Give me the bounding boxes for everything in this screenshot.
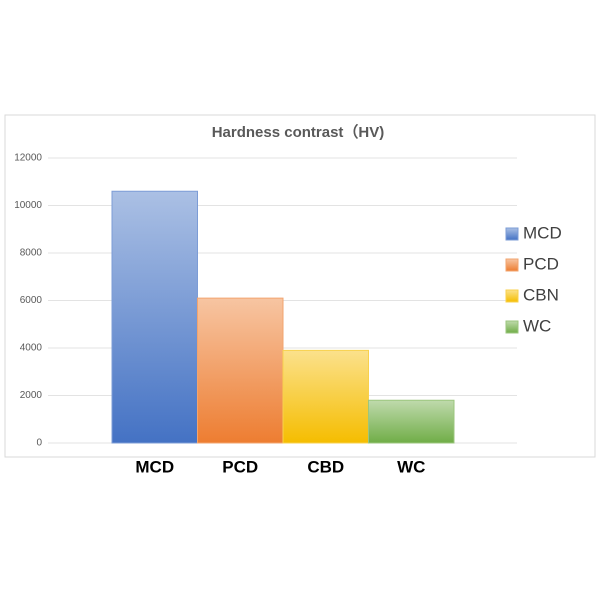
y-tick-label: 2000 [20,390,43,401]
legend-label: WC [523,316,551,335]
legend-label: MCD [523,223,562,242]
bar [282,349,369,444]
bar [368,399,455,444]
y-tick-label: 0 [36,438,42,449]
legend-swatch [505,289,519,303]
bar [197,297,284,444]
x-tick-label: WC [397,457,425,476]
bar [111,190,198,444]
y-tick-label: 12000 [14,153,42,164]
legend-swatch [505,258,519,272]
legend-label: CBN [523,285,559,304]
chart-title: Hardness contrast（HV) [212,123,385,141]
x-tick-label: CBD [307,457,344,476]
y-tick-label: 8000 [20,248,43,259]
x-tick-label: PCD [222,457,258,476]
y-tick-label: 4000 [20,343,43,354]
y-tick-label: 10000 [14,200,42,211]
legend-swatch [505,227,519,241]
x-tick-label: MCD [135,457,174,476]
legend-swatch [505,320,519,334]
legend-label: PCD [523,254,559,273]
y-tick-label: 6000 [20,295,43,306]
